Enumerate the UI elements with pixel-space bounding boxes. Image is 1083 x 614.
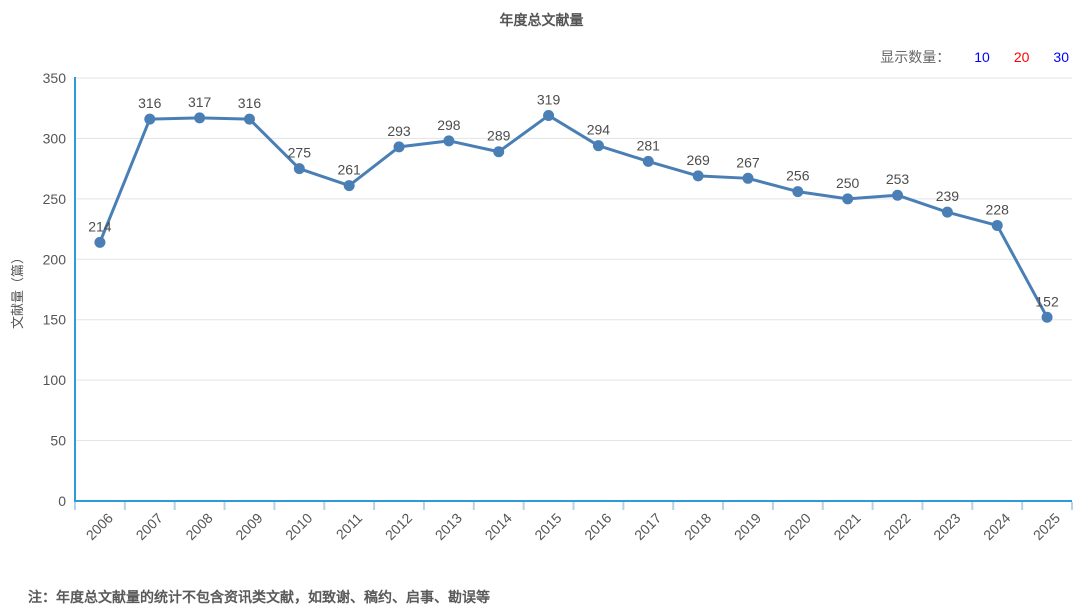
data-point-label: 214	[88, 218, 112, 234]
data-point[interactable]	[493, 146, 505, 158]
data-point-label: 261	[337, 162, 361, 178]
y-tick-label: 300	[43, 130, 67, 146]
chart-title: 年度总文献量	[499, 12, 584, 28]
data-point-label: 250	[836, 175, 860, 191]
y-tick-label: 100	[43, 372, 67, 388]
data-point[interactable]	[243, 113, 255, 125]
y-tick-label: 200	[43, 251, 67, 267]
x-tick-label: 2010	[282, 510, 315, 543]
data-point-label: 228	[986, 201, 1010, 217]
x-tick-label: 2016	[581, 510, 614, 543]
data-point-label: 281	[637, 137, 661, 153]
x-tick-label: 2022	[880, 510, 913, 543]
x-tick-label: 2013	[432, 510, 465, 543]
display-count-option-30[interactable]: 30	[1053, 49, 1069, 65]
data-point-label: 298	[437, 117, 461, 133]
chart-note: 注：年度总文献量的统计不包含资讯类文献，如致谢、稿约、启事、勘误等	[28, 589, 490, 605]
data-point-label: 239	[936, 188, 960, 204]
line-series	[98, 113, 1049, 319]
data-point[interactable]	[991, 219, 1003, 231]
display-count-option-20[interactable]: 20	[1013, 49, 1030, 65]
data-point-label: 294	[587, 122, 611, 138]
display-count-option-10[interactable]: 10	[974, 49, 990, 65]
y-tick-label: 150	[43, 312, 67, 328]
data-point[interactable]	[1041, 311, 1053, 323]
x-tick-label: 2025	[1030, 510, 1063, 543]
data-point[interactable]	[692, 170, 704, 182]
x-tick-label: 2018	[681, 510, 714, 543]
data-point[interactable]	[642, 155, 654, 167]
data-point-label: 316	[138, 95, 162, 111]
display-count-control: 显示数量： 10 20 30	[880, 47, 1069, 67]
data-point[interactable]	[742, 172, 754, 184]
data-point-label: 289	[487, 128, 511, 144]
data-point-label: 256	[786, 168, 810, 184]
y-tick-label: 0	[58, 493, 66, 509]
data-point-label: 253	[886, 171, 910, 187]
y-axis-title: 文献量（篇）	[10, 251, 25, 329]
x-tick-label: 2020	[781, 510, 814, 543]
data-point[interactable]	[592, 140, 604, 152]
data-point[interactable]	[293, 163, 305, 175]
data-point[interactable]	[792, 186, 804, 198]
data-point[interactable]	[892, 189, 904, 201]
data-point[interactable]	[194, 112, 206, 124]
display-count-options: 10 20 30	[950, 49, 1069, 65]
data-point[interactable]	[941, 206, 953, 218]
x-tick-label: 2019	[731, 510, 764, 543]
x-tick-label: 2021	[830, 510, 863, 543]
y-tick-label: 350	[43, 70, 67, 86]
x-tick-label: 2006	[83, 510, 116, 543]
data-point[interactable]	[94, 236, 106, 248]
data-point-label: 275	[288, 145, 312, 161]
data-point-label: 269	[686, 152, 710, 168]
x-tick-label: 2011	[333, 510, 366, 543]
data-point-label: 267	[736, 154, 760, 170]
data-point-label: 316	[238, 95, 262, 111]
data-point[interactable]	[343, 180, 355, 192]
x-tick-label: 2009	[232, 510, 265, 543]
y-tick-label: 50	[50, 433, 66, 449]
x-tick-label: 2024	[980, 510, 1013, 543]
data-point[interactable]	[842, 193, 854, 205]
x-tick-label: 2012	[382, 510, 415, 543]
data-point[interactable]	[393, 141, 405, 153]
data-point[interactable]	[144, 113, 156, 125]
x-tick-label: 2015	[531, 510, 564, 543]
x-tick-label: 2007	[133, 510, 166, 543]
data-point-label: 319	[537, 91, 561, 107]
data-point-label: 317	[188, 94, 212, 110]
display-count-label: 显示数量：	[880, 49, 951, 65]
y-tick-label: 250	[43, 191, 67, 207]
x-tick-label: 2017	[631, 510, 664, 543]
x-tick-label: 2023	[930, 510, 963, 543]
data-point-label: 293	[387, 123, 411, 139]
data-point-label: 152	[1035, 293, 1059, 309]
data-point[interactable]	[443, 135, 455, 147]
x-tick-label: 2014	[482, 510, 515, 543]
x-tick-label: 2008	[182, 510, 215, 543]
data-point[interactable]	[543, 109, 555, 121]
